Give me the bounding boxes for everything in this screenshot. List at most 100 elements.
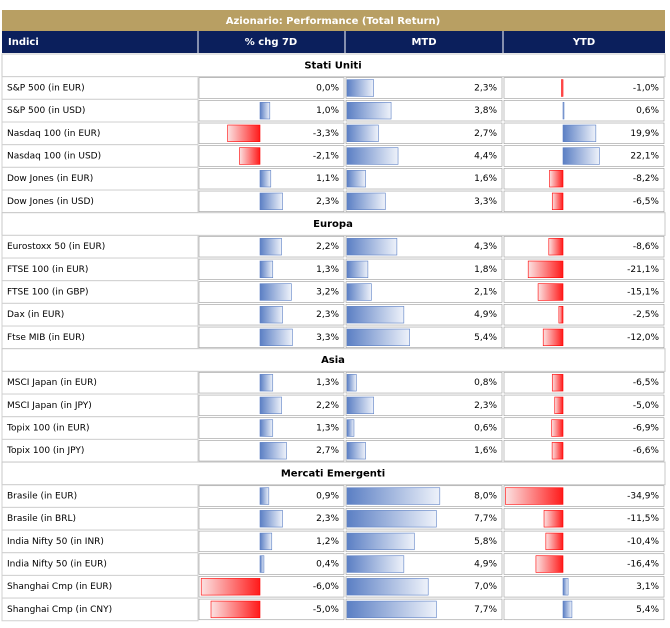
value-cell bbox=[198, 485, 345, 507]
value-label: 5,4% bbox=[636, 605, 659, 615]
data-bar bbox=[346, 306, 405, 324]
data-bar bbox=[346, 510, 437, 528]
value-label: 4,3% bbox=[474, 242, 497, 252]
index-name: Brasile (in EUR) bbox=[7, 492, 77, 502]
value-label: 2,2% bbox=[316, 401, 339, 411]
value-label: 2,7% bbox=[474, 129, 497, 139]
value-cell bbox=[345, 258, 503, 280]
value-cell bbox=[503, 440, 665, 462]
index-name: FTSE 100 (in EUR) bbox=[7, 265, 88, 275]
value-cell bbox=[503, 530, 665, 553]
value-label: 3,8% bbox=[474, 106, 497, 116]
value-cell bbox=[503, 576, 665, 598]
data-bar bbox=[346, 374, 357, 392]
value-label: -5,0% bbox=[633, 401, 660, 411]
value-cell bbox=[345, 122, 503, 144]
data-bar bbox=[346, 147, 399, 165]
value-label: 19,9% bbox=[630, 129, 659, 139]
data-bar bbox=[346, 532, 415, 551]
index-name: S&P 500 (in EUR) bbox=[7, 84, 85, 94]
data-bar bbox=[259, 487, 270, 505]
data-bar bbox=[210, 600, 261, 619]
data-bar bbox=[200, 578, 261, 596]
value-label: 0,4% bbox=[316, 560, 339, 570]
value-label: 2,1% bbox=[474, 288, 497, 298]
index-name: Shanghai Cmp (in EUR) bbox=[7, 582, 112, 592]
value-label: 3,3% bbox=[474, 197, 497, 207]
value-cell bbox=[198, 168, 345, 190]
index-name: Topix 100 (in JPY) bbox=[6, 446, 84, 456]
value-label: -6,5% bbox=[633, 378, 660, 388]
value-label: 7,0% bbox=[474, 582, 497, 592]
value-label: 0,0% bbox=[316, 84, 339, 94]
index-name: Topix 100 (in EUR) bbox=[6, 424, 90, 434]
value-cell bbox=[345, 168, 503, 190]
value-label: 0,6% bbox=[636, 106, 659, 116]
index-name: Dax (in EUR) bbox=[7, 310, 64, 320]
data-bar bbox=[554, 396, 564, 415]
value-label: 4,9% bbox=[474, 310, 497, 320]
value-cell bbox=[345, 77, 503, 99]
value-label: 2,3% bbox=[316, 197, 339, 207]
data-bar bbox=[259, 283, 292, 301]
value-label: 1,6% bbox=[474, 446, 497, 456]
data-bar bbox=[551, 419, 564, 437]
index-name: India Nifty 50 (in INR) bbox=[7, 537, 104, 547]
value-label: 3,1% bbox=[636, 582, 659, 592]
value-label: 2,3% bbox=[474, 84, 497, 94]
value-label: -6,9% bbox=[633, 424, 660, 434]
value-label: 1,3% bbox=[316, 378, 339, 388]
data-bar bbox=[259, 328, 293, 347]
data-bar bbox=[346, 102, 392, 120]
data-bar bbox=[259, 260, 274, 278]
data-bar bbox=[227, 124, 261, 142]
value-label: 5,4% bbox=[474, 333, 497, 343]
value-label: 0,6% bbox=[474, 424, 497, 434]
index-name: Shanghai Cmp (in CNY) bbox=[7, 605, 112, 615]
data-bar bbox=[346, 442, 366, 460]
data-bar bbox=[259, 306, 283, 324]
value-label: 2,3% bbox=[474, 401, 497, 411]
value-label: 2,7% bbox=[316, 446, 339, 456]
value-cell bbox=[503, 394, 665, 417]
group-row bbox=[1, 461, 666, 486]
data-bar bbox=[346, 487, 441, 505]
data-bar bbox=[259, 192, 283, 210]
index-name: Nasdaq 100 (in EUR) bbox=[7, 129, 100, 139]
value-label: 1,1% bbox=[316, 174, 339, 184]
value-label: 7,7% bbox=[474, 514, 497, 524]
value-label: 3,2% bbox=[316, 288, 339, 298]
index-name: FTSE 100 (in GBP) bbox=[7, 288, 88, 298]
name-cell bbox=[1, 597, 199, 622]
value-label: -8,6% bbox=[633, 242, 660, 252]
value-label: -5,0% bbox=[313, 605, 340, 615]
data-bar bbox=[346, 260, 369, 278]
data-bar bbox=[346, 283, 372, 301]
data-bar bbox=[346, 419, 355, 437]
header-cell: MTD bbox=[411, 37, 436, 48]
value-label: -6,5% bbox=[633, 197, 660, 207]
value-label: 4,4% bbox=[474, 152, 497, 162]
value-label: 4,9% bbox=[474, 560, 497, 570]
value-label: 0,9% bbox=[316, 492, 339, 502]
index-name: Dow Jones (in USD) bbox=[7, 197, 94, 207]
value-cell bbox=[345, 281, 503, 303]
value-label: -1,0% bbox=[633, 84, 660, 94]
header-cell: Indici bbox=[8, 37, 39, 48]
data-bar bbox=[542, 328, 564, 347]
group-row bbox=[1, 212, 666, 236]
value-cell bbox=[503, 236, 665, 258]
value-label: -15,1% bbox=[627, 288, 659, 298]
header-cell: % chg 7D bbox=[245, 37, 297, 48]
data-bar bbox=[346, 600, 437, 619]
data-bar bbox=[545, 532, 564, 551]
data-bar bbox=[259, 170, 272, 188]
value-label: -2,5% bbox=[633, 310, 660, 320]
index-name: Dow Jones (in EUR) bbox=[7, 174, 93, 184]
value-label: 5,8% bbox=[474, 537, 497, 547]
data-bar bbox=[346, 170, 366, 188]
table-title: Azionario: Performance (Total Return) bbox=[226, 16, 440, 27]
value-cell bbox=[503, 304, 665, 326]
data-bar bbox=[543, 510, 564, 528]
